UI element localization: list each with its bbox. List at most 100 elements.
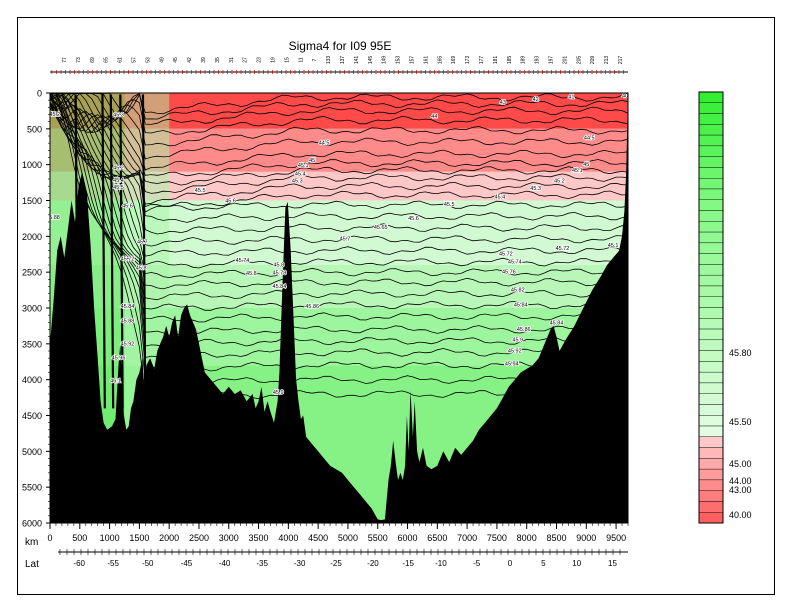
isopycnal-line <box>50 94 628 247</box>
colorbar-swatch <box>698 328 724 341</box>
contour-label: 45.94 <box>505 361 519 367</box>
lat-tick-label: 5 <box>541 559 546 568</box>
colorbar-swatch <box>698 242 724 254</box>
colorbar-swatch <box>698 350 724 362</box>
colorbar-swatch <box>698 425 724 437</box>
x-tick-label: 9000 <box>576 533 596 543</box>
x-tick-label: 6500 <box>427 533 447 543</box>
contour-label: 45.74 <box>508 260 522 266</box>
contour-label: 45.92 <box>121 341 135 347</box>
lat-tick-label: -20 <box>367 559 379 568</box>
contour-label: 45.84 <box>273 284 287 290</box>
contour-label: 45.6 <box>122 204 133 210</box>
contour-label: 45.92 <box>508 348 522 354</box>
isopycnal-line <box>50 93 628 147</box>
y-tick-label: 2000 <box>22 232 42 242</box>
isopycnal-line <box>141 94 147 409</box>
lat-tick-label: -25 <box>330 559 342 568</box>
colorbar-label: 44.00 <box>729 476 752 486</box>
isopycnal-line <box>50 102 628 211</box>
station-label: 39 <box>201 57 207 63</box>
contour-label: 45.65 <box>374 225 388 231</box>
contour-label: 40 <box>622 93 628 99</box>
lat-tick-label: -40 <box>219 559 231 568</box>
colorbar-swatch <box>698 468 724 481</box>
station-label: 217 <box>618 56 624 65</box>
station-label: 19 <box>271 57 277 63</box>
isopycnal-line <box>50 93 628 160</box>
station-label: 35 <box>215 57 221 63</box>
contour-label: 45.84 <box>550 320 564 326</box>
contour-label: 45.72 <box>121 257 135 263</box>
colorbar-label: 43.00 <box>729 485 752 495</box>
station-label: 157 <box>410 56 416 65</box>
isopycnal-line <box>50 100 628 235</box>
contour-label: 45.3 <box>113 113 124 119</box>
y-tick-label: 2500 <box>22 268 42 278</box>
contour-label: 45.5 <box>195 188 206 194</box>
chart-title: Sigma4 for I09 95E <box>289 39 392 53</box>
isopycnal-line <box>50 94 628 213</box>
lat-tick-label: -10 <box>435 559 447 568</box>
station-label: 213 <box>604 56 610 65</box>
lat-tick-label: 0 <box>508 559 513 568</box>
station-label: 153 <box>396 56 402 65</box>
y-tick-label: 3000 <box>22 304 42 314</box>
isopycnal-line <box>50 93 628 186</box>
colorbar-swatch <box>698 188 724 200</box>
contour-label: 45.4 <box>295 171 306 177</box>
x-tick-label: 6000 <box>398 533 418 543</box>
y-tick-label: 6000 <box>22 519 42 529</box>
station-label: 27 <box>243 57 249 63</box>
isopycnal-line <box>50 95 628 311</box>
colorbar-label: 45.00 <box>729 459 752 469</box>
colorbar-swatch <box>698 339 724 351</box>
contour-label: 45.74 <box>236 258 250 264</box>
station-label: 69 <box>90 57 96 63</box>
isopycnal-line <box>50 93 628 194</box>
isopycnal-line <box>50 93 628 125</box>
contour-label: 45.86 <box>517 327 531 333</box>
station-label: 181 <box>493 56 499 65</box>
station-label: 165 <box>437 56 443 65</box>
x-tick-label: 5500 <box>368 533 388 543</box>
lat-tick-label: -55 <box>107 559 119 568</box>
x-tick-label: 7000 <box>457 533 477 543</box>
isopycnal-line <box>119 94 124 409</box>
contour-label: 46.1 <box>110 379 121 385</box>
contour-label: 45.8 <box>273 262 284 268</box>
station-label: 133 <box>326 56 332 65</box>
contour-label: 44.5 <box>319 141 330 147</box>
station-label: 15 <box>284 57 290 63</box>
contour-label: 45.1 <box>572 168 583 174</box>
station-label: 7 <box>312 58 318 61</box>
station-label: 141 <box>354 56 360 65</box>
station-label: 45 <box>173 57 179 63</box>
y-tick-label: 1000 <box>22 160 42 170</box>
lat-tick-label: -35 <box>256 559 268 568</box>
colorbar-swatch <box>698 124 724 136</box>
lat-tick-label: 15 <box>608 559 617 568</box>
isopycnal-line <box>50 104 628 223</box>
colorbar-swatch <box>698 102 724 114</box>
station-label: 205 <box>576 56 582 65</box>
colorbar-swatch <box>698 393 724 405</box>
colorbar-swatch <box>698 91 724 103</box>
station-label: 65 <box>104 57 110 63</box>
x-tick-label: 1500 <box>129 533 149 543</box>
lat-tick-label: -30 <box>294 559 306 568</box>
y-tick-label: 3500 <box>22 339 42 349</box>
colorbar-swatch <box>698 415 724 427</box>
station-label: 31 <box>229 57 235 63</box>
colorbar-swatch <box>698 458 724 470</box>
lat-tick-label: -15 <box>402 559 414 568</box>
colorbar-swatch <box>698 296 724 308</box>
colorbar-swatch <box>698 134 724 147</box>
isopycnal-line <box>101 94 106 409</box>
contour-label: 45.6 <box>225 199 236 205</box>
station-label: 73 <box>76 57 82 63</box>
isopycnal-line <box>50 93 628 177</box>
figure-frame <box>17 17 775 595</box>
station-label: 11 <box>298 57 304 62</box>
contour-label: 45.2 <box>113 166 124 172</box>
